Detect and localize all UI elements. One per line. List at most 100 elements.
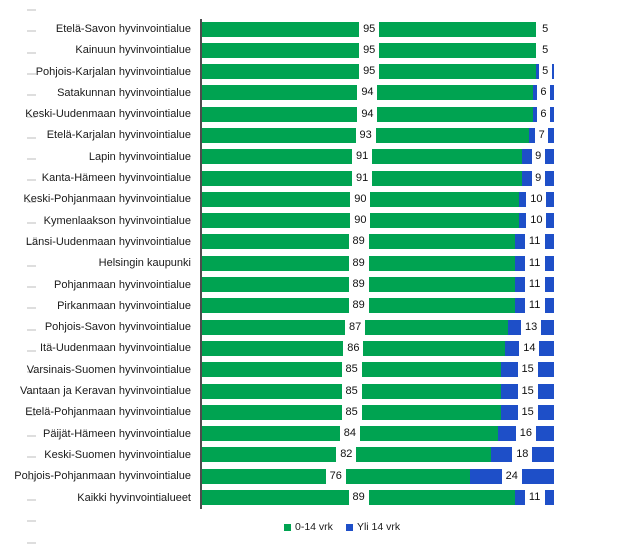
value-label-green: 94 <box>357 85 378 101</box>
value-label-green: 89 <box>348 234 369 250</box>
bar-area: 91 9 <box>200 168 554 190</box>
value-label-green: 90 <box>350 213 371 229</box>
value-label-blue: 11 <box>524 298 545 314</box>
category-label: Pohjois-Savon hyvinvointialue <box>44 321 191 334</box>
axis-tick <box>27 94 36 97</box>
bar-area: 89 11 <box>200 295 554 318</box>
chart-row: Pohjois-Savon hyvinvointialue 87 13 <box>0 317 639 339</box>
value-label-green: 90 <box>350 191 371 207</box>
category-label: Etelä-Karjalan hyvinvointialue <box>46 129 191 142</box>
value-label-blue: 18 <box>512 447 533 463</box>
chart-row: Kaikki hyvinvointialueet 89 11 <box>0 487 639 509</box>
chart-row: Kanta-Hämeen hyvinvointialue 91 9 <box>0 168 639 190</box>
category-label: Itä-Uudenmaan hyvinvointialue <box>39 342 191 355</box>
bar-area: 89 11 <box>200 487 554 509</box>
bar-area: 85 15 <box>200 359 554 382</box>
value-label-blue: 10 <box>526 213 547 229</box>
chart-row: Varsinais-Suomen hyvinvointialue 85 15 <box>0 359 639 382</box>
category-label: Kaikki hyvinvointialueet <box>77 491 191 504</box>
value-label-blue: 14 <box>519 340 540 356</box>
axis-tick <box>27 456 36 459</box>
bar-area: 90 10 <box>200 210 554 232</box>
bar-area: 95 5 <box>200 19 554 41</box>
category-label: Pohjois-Pohjanmaan hyvinvointialue <box>14 470 191 483</box>
category-label: Helsingin kaupunki <box>98 257 191 270</box>
chart-row: Päijät-Hämeen hyvinvointialue 84 16 <box>0 423 639 445</box>
chart-row: Vantaan ja Keravan hyvinvointialue 85 15 <box>0 381 639 403</box>
bar-area: 94 6 <box>200 82 554 105</box>
axis-tick <box>27 349 36 352</box>
value-label-blue: 9 <box>531 149 545 165</box>
value-label-green: 85 <box>341 383 362 399</box>
legend-item-0-14-vrk: 0-14 vrk <box>284 521 333 533</box>
chart-plot-area: Etelä-Savon hyvinvointialue 95 5 Kainuun hy… <box>0 19 639 509</box>
category-label: Etelä-Pohjanmaan hyvinvointialue <box>25 406 191 419</box>
category-label: Keski-Uudenmaan hyvinvointialue <box>25 108 191 121</box>
axis-tick <box>27 222 36 224</box>
value-label-blue: 5 <box>538 64 552 80</box>
value-label-green: 89 <box>348 298 369 314</box>
bar-area: 84 16 <box>200 423 554 445</box>
chart-row: Pohjanmaan hyvinvointialue 89 11 <box>0 274 639 296</box>
value-label-blue: 5 <box>538 42 552 58</box>
axis-tick <box>27 328 36 331</box>
bar-area: 93 7 <box>200 125 554 147</box>
category-label: Vantaan ja Keravan hyvinvointialue <box>19 385 191 398</box>
bar-area: 90 10 <box>200 189 554 211</box>
bar-area: 89 11 <box>200 253 554 275</box>
axis-tick <box>27 30 36 33</box>
value-label-green: 85 <box>341 404 362 420</box>
category-label: Pohjanmaan hyvinvointialue <box>54 278 191 291</box>
axis-tick <box>27 541 36 544</box>
value-label-blue: 9 <box>531 170 545 186</box>
value-label-green: 85 <box>341 362 362 378</box>
chart-row: Etelä-Karjalan hyvinvointialue 93 7 <box>0 125 639 147</box>
legend-label: Yli 14 vrk <box>356 521 401 533</box>
value-label-green: 93 <box>355 127 376 143</box>
axis-tick <box>27 200 36 203</box>
chart-row: Satakunnan hyvinvointialue 94 6 <box>0 82 639 105</box>
value-label-blue: 24 <box>501 468 522 484</box>
value-label-green: 76 <box>325 468 346 484</box>
category-label: Keski-Suomen hyvinvointialue <box>44 448 191 461</box>
legend-label: 0-14 vrk <box>295 521 333 533</box>
bar-area: 91 9 <box>200 146 554 169</box>
value-label-blue: 10 <box>526 191 547 207</box>
value-label-green: 94 <box>357 106 378 122</box>
value-label-blue: 11 <box>524 234 545 250</box>
chart-row: Kainuun hyvinvointialue 95 5 <box>0 40 639 62</box>
axis-tick <box>27 179 36 182</box>
bar-area: 95 5 <box>200 40 554 62</box>
value-label-green: 84 <box>339 426 360 442</box>
category-label: Satakunnan hyvinvointialue <box>57 86 191 99</box>
axis-tick <box>27 435 36 437</box>
value-label-blue: 15 <box>517 362 538 378</box>
chart-row: Keski-Pohjanmaan hyvinvointialue 90 10 <box>0 189 639 211</box>
axis-tick <box>27 520 36 523</box>
bar-area: 95 5 <box>200 61 554 83</box>
value-label-green: 95 <box>359 42 380 58</box>
chart-row: Pohjois-Pohjanmaan hyvinvointialue 76 24 <box>0 466 639 488</box>
legend-item-yli-14-vrk: Yli 14 vrk <box>345 521 401 533</box>
chart-row: Etelä-Pohjanmaan hyvinvointialue 85 15 <box>0 402 639 424</box>
legend-swatch-green <box>284 523 291 531</box>
value-label-green: 95 <box>359 64 380 80</box>
value-label-green: 91 <box>352 149 373 165</box>
value-label-blue: 13 <box>521 319 542 335</box>
bar-area: 76 24 <box>200 466 554 488</box>
axis-tick <box>27 392 36 395</box>
axis-tick <box>27 498 36 501</box>
chart-row: Itä-Uudenmaan hyvinvointialue 86 14 <box>0 338 639 360</box>
chart-row: Keski-Uudenmaan hyvinvointialue 94 6 <box>0 104 639 126</box>
chart-row: Etelä-Savon hyvinvointialue 95 5 <box>0 19 639 41</box>
value-label-green: 95 <box>359 21 380 37</box>
axis-tick <box>27 477 36 480</box>
axis-tick <box>27 9 36 11</box>
axis-tick <box>27 285 36 288</box>
value-label-blue: 5 <box>538 21 552 37</box>
bar-area: 94 6 <box>200 104 554 126</box>
value-label-green: 89 <box>348 255 369 271</box>
bar-area: 87 13 <box>200 317 554 339</box>
axis-tick <box>27 371 36 374</box>
